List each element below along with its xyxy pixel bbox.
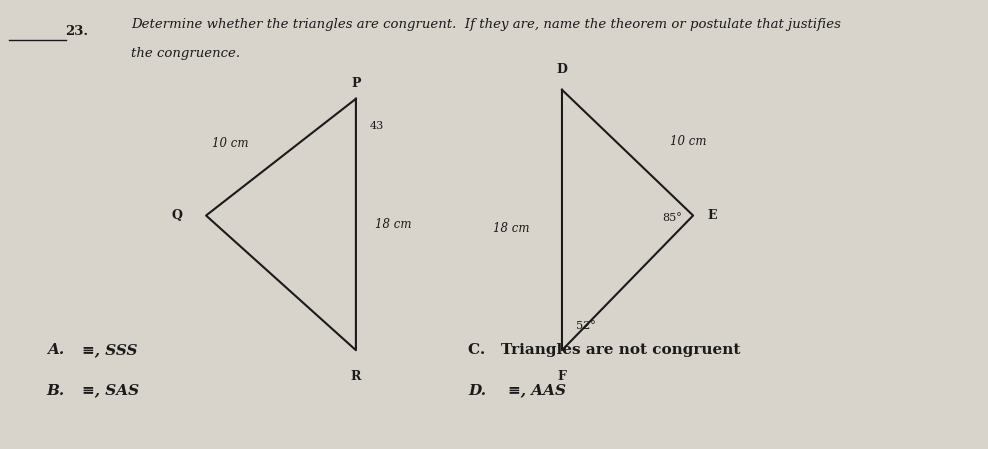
Text: 23.: 23. — [65, 25, 89, 38]
Text: Determine whether the triangles are congruent.  If they are, name the theorem or: Determine whether the triangles are cong… — [131, 18, 841, 31]
Text: P: P — [351, 77, 361, 90]
Text: 10 cm: 10 cm — [211, 137, 248, 150]
Text: F: F — [557, 370, 566, 383]
Text: C.   Triangles are not congruent: C. Triangles are not congruent — [468, 343, 741, 357]
Text: E: E — [707, 209, 716, 222]
Text: the congruence.: the congruence. — [131, 47, 240, 60]
Text: D: D — [556, 63, 567, 76]
Text: 18 cm: 18 cm — [493, 223, 530, 235]
Text: A.: A. — [46, 343, 80, 357]
Text: 85°: 85° — [662, 213, 682, 223]
Text: 43: 43 — [370, 121, 384, 131]
Text: 10 cm: 10 cm — [670, 135, 706, 148]
Text: B.: B. — [46, 383, 81, 398]
Text: ≡, SAS: ≡, SAS — [82, 383, 139, 398]
Text: ≡, SSS: ≡, SSS — [82, 343, 138, 357]
Text: R: R — [351, 370, 361, 383]
Text: ≡, AAS: ≡, AAS — [508, 383, 566, 398]
Text: D.: D. — [468, 383, 502, 398]
Text: Q: Q — [172, 209, 183, 222]
Text: 18 cm: 18 cm — [374, 218, 411, 231]
Text: 52°: 52° — [576, 321, 596, 331]
